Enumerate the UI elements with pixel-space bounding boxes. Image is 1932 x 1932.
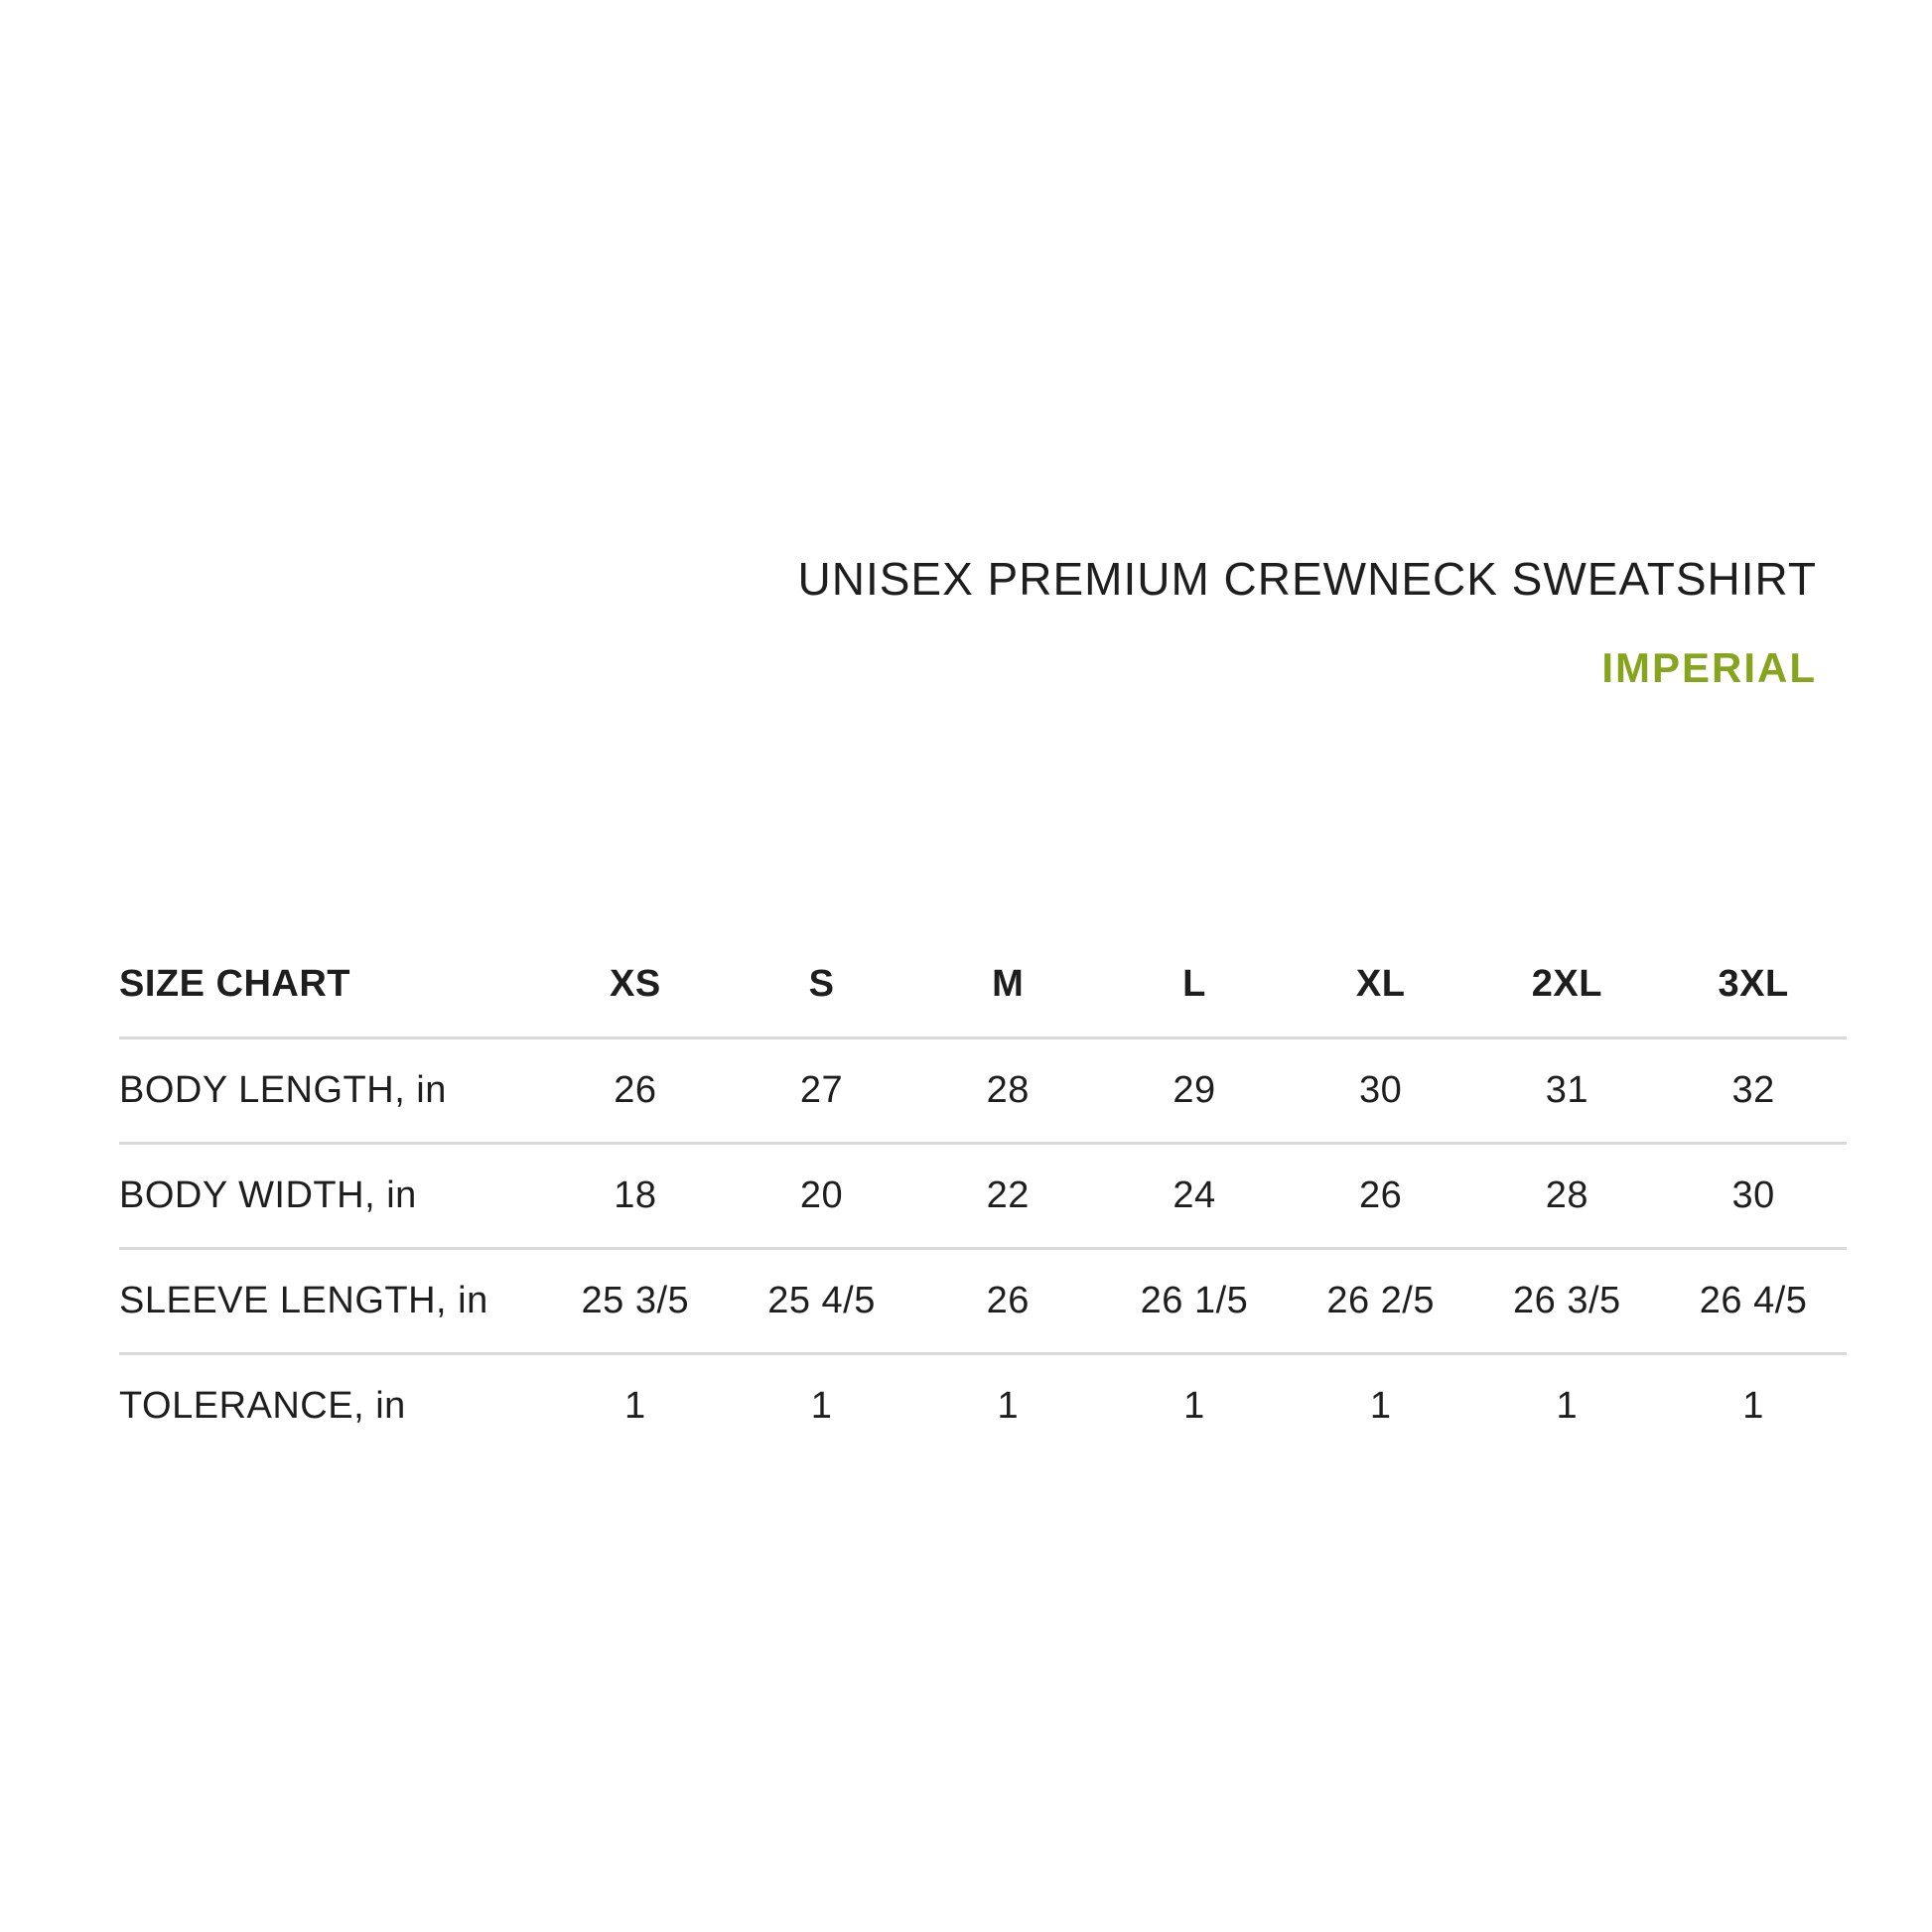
cell-value: 26: [542, 1037, 729, 1145]
row-label-tolerance: TOLERANCE, in: [119, 1385, 406, 1427]
row-label-sleeve-length: SLEEVE LENGTH, in: [119, 1248, 542, 1355]
cell-value: 26 2/5: [1287, 1248, 1474, 1355]
cell-value: 28: [914, 1037, 1102, 1145]
cell-value: 26 3/5: [1473, 1248, 1661, 1355]
cell-value: 22: [914, 1143, 1102, 1250]
row-label-body-length: BODY LENGTH, in: [119, 1037, 542, 1145]
cell-value: 26: [914, 1248, 1102, 1355]
cell-value: 1: [624, 1385, 646, 1427]
cell-value: 18: [542, 1143, 729, 1250]
cell-value: 28: [1473, 1143, 1661, 1250]
cell-value: 29: [1101, 1037, 1288, 1145]
units-toggle-imperial[interactable]: IMPERIAL: [1601, 644, 1817, 691]
column-header-l: L: [1101, 932, 1288, 1039]
table-row-body-length: BODY LENGTH, in 26 27 28 29 30 31 32: [119, 1037, 1847, 1145]
cell-value: 27: [728, 1037, 915, 1145]
cell-value: 26: [1287, 1143, 1474, 1250]
cell-value: 1: [1556, 1385, 1579, 1427]
cell-value: 1: [1183, 1385, 1205, 1427]
column-header-xs: XS: [542, 932, 729, 1039]
cell-value: 20: [728, 1143, 915, 1250]
column-header-3xl: 3XL: [1660, 932, 1847, 1039]
cell-value: 1: [1369, 1385, 1392, 1427]
column-header-s: S: [728, 932, 915, 1039]
cell-value: 32: [1660, 1037, 1847, 1145]
cell-value: 25 4/5: [728, 1248, 915, 1355]
size-chart-heading: SIZE CHART: [119, 932, 542, 1039]
table-row-sleeve-length: SLEEVE LENGTH, in 25 3/5 25 4/5 26 26 1/…: [119, 1248, 1847, 1355]
size-chart-table: SIZE CHART XS S M L XL 2XL 3XL BODY LENG…: [119, 932, 1847, 1457]
row-label-body-width: BODY WIDTH, in: [119, 1143, 542, 1250]
product-title: UNISEX PREMIUM CREWNECK SWEATSHIRT: [797, 553, 1817, 605]
cell-value: 1: [810, 1385, 833, 1427]
cell-value: 30: [1660, 1143, 1847, 1250]
table-row-tolerance: TOLERANCE, in 1 1 1 1 1 1 1: [119, 1354, 1847, 1458]
cell-value: 26 1/5: [1101, 1248, 1288, 1355]
cell-value: 24: [1101, 1143, 1288, 1250]
column-header-2xl: 2XL: [1473, 932, 1661, 1039]
cell-value: 26 4/5: [1660, 1248, 1847, 1355]
cell-value: 25 3/5: [542, 1248, 729, 1355]
column-header-xl: XL: [1287, 932, 1474, 1039]
cell-value: 31: [1473, 1037, 1661, 1145]
size-chart-header-row: SIZE CHART XS S M L XL 2XL 3XL: [119, 932, 1847, 1039]
cell-value: 1: [997, 1385, 1020, 1427]
table-row-body-width: BODY WIDTH, in 18 20 22 24 26 28 30: [119, 1143, 1847, 1250]
column-header-m: M: [914, 932, 1102, 1039]
cell-value: 1: [1742, 1385, 1764, 1427]
cell-value: 30: [1287, 1037, 1474, 1145]
